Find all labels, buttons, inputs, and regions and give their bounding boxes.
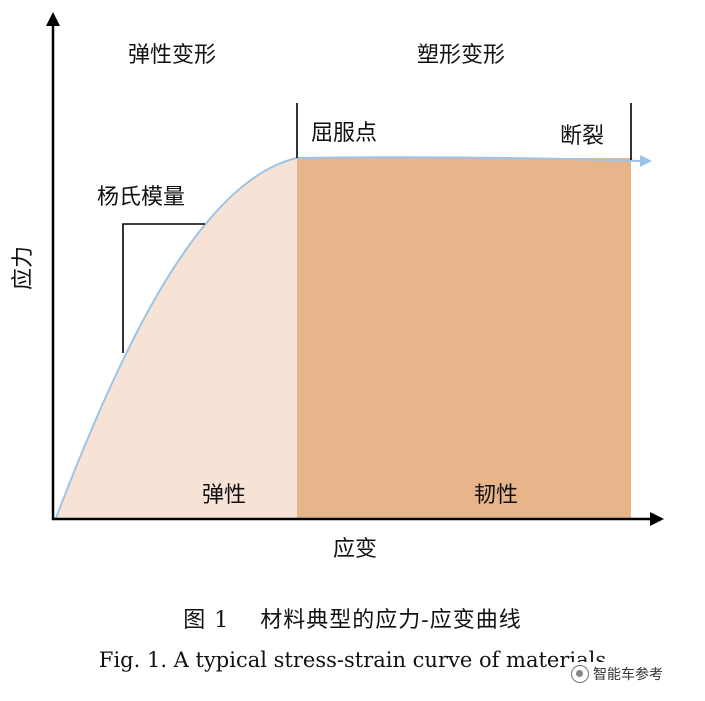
toughness-label: 韧性 (474, 483, 518, 508)
elastic-label: 弹性 (202, 483, 246, 508)
elastic-region (56, 158, 297, 518)
stress-strain-curve (55, 156, 641, 519)
x-axis-arrow (650, 512, 664, 526)
caption-english: Fig. 1. A typical stress-strain curve of… (98, 648, 607, 672)
stress-strain-diagram: 弹性变形 塑形变形 屈服点 断裂 杨氏模量 弹性 韧性 应力 应变 (11, 12, 664, 562)
plastic-region (297, 158, 631, 518)
youngs-modulus-bracket (122, 223, 205, 353)
youngs-modulus-label: 杨氏模量 (97, 185, 185, 210)
wechat-icon (571, 665, 589, 683)
fracture-label: 断裂 (560, 124, 604, 149)
caption-chinese: 图 1 材料典型的应力-应变曲线 (183, 608, 522, 633)
y-axis-label: 应力 (11, 246, 36, 290)
y-axis-arrow (46, 12, 60, 26)
plastic-deformation-label: 塑形变形 (417, 43, 505, 68)
watermark: 智能车参考 (565, 662, 669, 686)
yield-point-label: 屈服点 (311, 121, 377, 146)
elastic-deformation-label: 弹性变形 (128, 43, 216, 68)
x-axis-label: 应变 (333, 537, 377, 562)
watermark-text: 智能车参考 (593, 667, 663, 683)
curve-arrowhead (640, 155, 652, 167)
